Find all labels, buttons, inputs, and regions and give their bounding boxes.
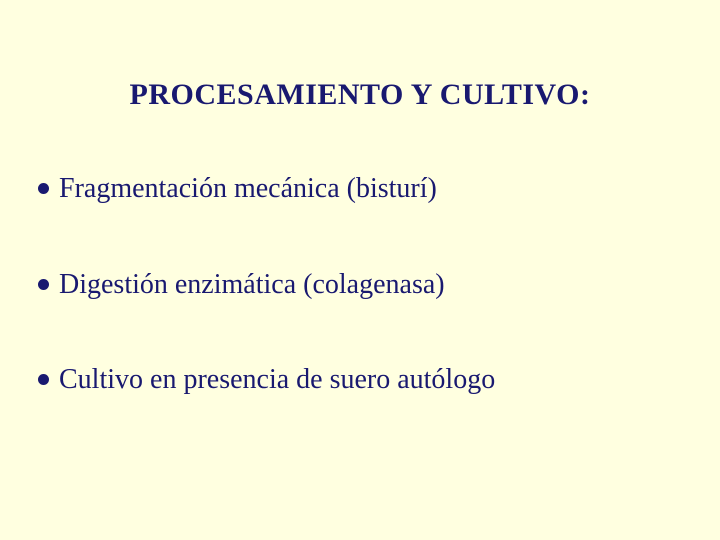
list-item: Digestión enzimática (colagenasa) (38, 268, 678, 302)
list-item: Fragmentación mecánica (bisturí) (38, 172, 678, 206)
bullet-icon (38, 374, 49, 385)
bullet-icon (38, 279, 49, 290)
bullet-list: Fragmentación mecánica (bisturí) Digesti… (38, 172, 678, 459)
list-item: Cultivo en presencia de suero autólogo (38, 363, 678, 397)
bullet-icon (38, 183, 49, 194)
slide: PROCESAMIENTO Y CULTIVO: Fragmentación m… (0, 0, 720, 540)
slide-title: PROCESAMIENTO Y CULTIVO: (0, 78, 720, 112)
bullet-text: Cultivo en presencia de suero autólogo (59, 363, 495, 397)
bullet-text: Digestión enzimática (colagenasa) (59, 268, 445, 302)
bullet-text: Fragmentación mecánica (bisturí) (59, 172, 437, 206)
